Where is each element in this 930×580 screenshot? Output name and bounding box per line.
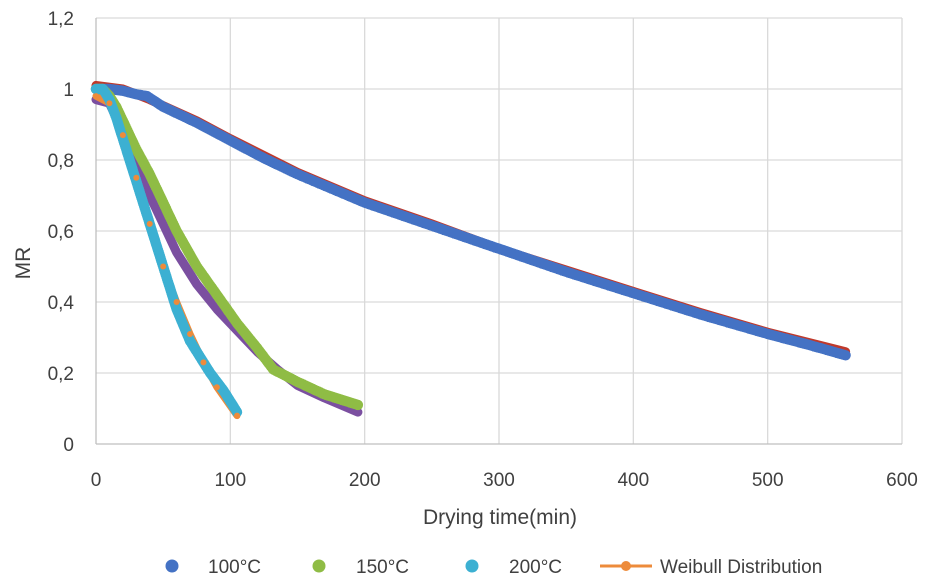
weibull-point bbox=[187, 330, 194, 337]
legend-marker-weibull bbox=[621, 561, 631, 571]
legend-item-100: 100°C bbox=[165, 557, 261, 578]
weibull-point bbox=[119, 132, 126, 139]
x-tick-label: 100 bbox=[214, 470, 246, 491]
legend-label-200: 200°C bbox=[509, 557, 562, 578]
legend-marker-150 bbox=[312, 559, 326, 573]
weibull-point bbox=[173, 299, 180, 305]
legend-item-200: 200°C bbox=[465, 557, 562, 578]
legend-item-150: 150°C bbox=[312, 557, 409, 578]
legend-marker-200 bbox=[465, 559, 479, 573]
x-tick-label: 300 bbox=[483, 470, 515, 491]
y-tick-label: 0,8 bbox=[48, 151, 74, 172]
x-tick-label: 600 bbox=[886, 470, 918, 491]
weibull-line bbox=[92, 92, 241, 420]
x-tick-label: 0 bbox=[91, 470, 102, 491]
y-tick-label: 0,6 bbox=[48, 222, 74, 243]
y-tick-label: 0 bbox=[63, 435, 74, 456]
x-axis-title: Drying time(min) bbox=[423, 506, 577, 529]
series-2 bbox=[90, 83, 243, 418]
weibull-point bbox=[133, 174, 140, 181]
x-tick-label: 400 bbox=[617, 470, 649, 491]
legend: 100°C 150°C 200°C Weibull Distribution bbox=[165, 557, 822, 578]
y-tick-label: 0,4 bbox=[48, 293, 75, 314]
weibull-point bbox=[160, 263, 167, 270]
grid-layer bbox=[96, 17, 903, 444]
legend-label-100: 100°C bbox=[208, 557, 261, 578]
weibull-point bbox=[234, 412, 241, 419]
weibull-point bbox=[200, 359, 207, 366]
legend-marker-100 bbox=[165, 559, 179, 573]
weibull-point bbox=[93, 93, 99, 100]
legend-label-150: 150°C bbox=[356, 557, 409, 578]
y-axis-title: MR bbox=[12, 247, 35, 280]
legend-item-weibull: Weibull Distribution bbox=[600, 557, 822, 578]
weibull-point bbox=[213, 384, 220, 391]
y-tick-label: 1 bbox=[63, 80, 74, 101]
legend-label-weibull: Weibull Distribution bbox=[660, 557, 822, 578]
x-tick-label: 200 bbox=[349, 470, 381, 491]
tick-layer: 0 0,2 0,4 0,6 0,8 1 1,2 0 100 200 300 400 500 600 bbox=[48, 9, 918, 491]
y-tick-label: 1,2 bbox=[48, 9, 74, 30]
weibull-point bbox=[146, 220, 153, 227]
series-layer bbox=[90, 80, 851, 420]
y-tick-label: 0,2 bbox=[48, 364, 74, 385]
data-point bbox=[352, 399, 364, 411]
weibull-point bbox=[106, 100, 113, 107]
x-tick-label: 500 bbox=[752, 470, 784, 491]
data-point bbox=[840, 350, 851, 361]
